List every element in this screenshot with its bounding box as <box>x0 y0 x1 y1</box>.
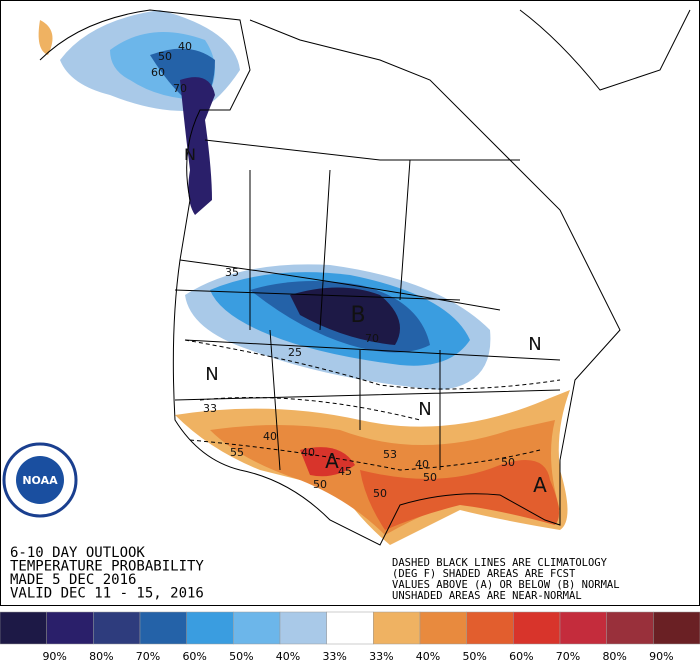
legend-swatch <box>513 611 561 645</box>
map-label: N <box>184 145 196 164</box>
map-label: 70 <box>173 82 187 95</box>
legend-label: 90% <box>649 650 673 663</box>
note-line: (DEG F) SHADED AREAS ARE FCST <box>392 568 576 580</box>
legend-swatch <box>559 611 607 645</box>
title-line: TEMPERATURE PROBABILITY <box>10 559 204 575</box>
legend-swatch <box>466 611 514 645</box>
legend-swatch <box>279 611 327 645</box>
note-line: DASHED BLACK LINES ARE CLIMATOLOGY <box>392 557 608 569</box>
legend-label: 60% <box>509 650 533 663</box>
map-label: N <box>205 364 218 385</box>
legend-swatch <box>606 611 654 645</box>
map-label: 40 <box>263 430 277 443</box>
note-line: VALUES ABOVE (A) OR BELOW (B) NORMAL <box>392 579 620 591</box>
coastline <box>39 9 621 546</box>
outlines <box>39 9 691 546</box>
shading <box>38 10 570 545</box>
legend-swatch <box>373 611 421 645</box>
shade-above <box>300 447 355 477</box>
legend-swatch <box>326 611 374 645</box>
climatology <box>184 339 561 471</box>
legend-swatch <box>46 611 94 645</box>
legend-label: 80% <box>89 650 113 663</box>
map-label: 35 <box>225 266 239 279</box>
legend-label: 60% <box>182 650 206 663</box>
legend-swatch <box>233 611 281 645</box>
map-label: 25 <box>288 346 302 359</box>
legend-swatch <box>186 611 234 645</box>
legend-swatch <box>93 611 141 645</box>
map-label: 45 <box>338 465 352 478</box>
map-label: 50 <box>423 471 437 484</box>
legend-swatch <box>0 611 47 645</box>
legend-label: 70% <box>556 650 580 663</box>
legend: 90% 80% 70% 60% 50% 40% 33% 33% 40% 50% 60% 70% 80% 9… <box>0 611 700 663</box>
notes-block: DASHED BLACK LINES ARE CLIMATOLOGY(DEG F… <box>392 557 620 602</box>
shade-above <box>360 460 559 530</box>
logo-text: NOAA <box>22 474 58 487</box>
logo-disk <box>16 456 64 504</box>
legend-swatch <box>139 611 187 645</box>
map-label: A <box>533 473 547 497</box>
title-line: VALID DEC 11 - 15, 2016 <box>10 586 204 602</box>
map-label: 50 <box>501 456 515 469</box>
legend-label: 40% <box>416 650 440 663</box>
shade-below <box>180 77 215 216</box>
map-label: 53 <box>383 448 397 461</box>
borders <box>174 139 561 471</box>
map-label: 50 <box>373 487 387 500</box>
map-label: N <box>528 334 541 355</box>
legend-label: 50% <box>462 650 486 663</box>
map-label: 60 <box>151 66 165 79</box>
map-label: 50 <box>158 50 172 63</box>
map-label: 55 <box>230 446 244 459</box>
coastline <box>519 9 691 91</box>
legend-swatch <box>419 611 467 645</box>
map-label: 40 <box>415 458 429 471</box>
map-label: A <box>325 449 339 473</box>
legend-label: 50% <box>229 650 253 663</box>
legend-label: 70% <box>136 650 160 663</box>
legend-label: 80% <box>602 650 626 663</box>
note-line: UNSHADED AREAS ARE NEAR-NORMAL <box>392 590 582 602</box>
legend-label: 33% <box>322 650 346 663</box>
legend-swatch <box>653 611 700 645</box>
legend-label: 90% <box>42 650 66 663</box>
shade-below <box>290 287 400 345</box>
legend-label: 40% <box>276 650 300 663</box>
map-label: 50 <box>313 478 327 491</box>
map-label: B <box>350 303 365 328</box>
map-label: N <box>418 399 431 420</box>
map-label: 33 <box>203 402 217 415</box>
shade-above <box>38 20 53 55</box>
title-line: 6-10 DAY OUTLOOK <box>10 545 145 561</box>
map-label: 40 <box>301 446 315 459</box>
title-line: MADE 5 DEC 2016 <box>10 572 136 588</box>
map-label: 70 <box>365 332 379 345</box>
map-label: 40 <box>178 40 192 53</box>
legend-label: 33% <box>369 650 393 663</box>
